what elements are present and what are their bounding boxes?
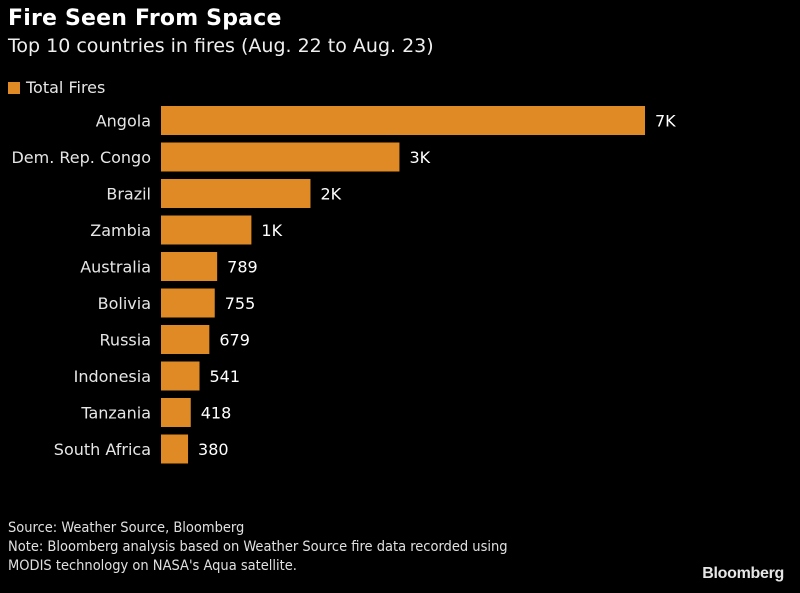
category-label: Tanzania [80,404,151,423]
bar [161,252,218,281]
category-label: Zambia [90,221,151,240]
value-label: 755 [225,294,256,313]
value-label: 541 [210,367,241,386]
bar [161,398,191,427]
bar [161,106,645,135]
value-label: 789 [227,258,258,277]
methodology-note-line1: Note: Bloomberg analysis based on Weathe… [8,539,508,555]
value-label: 7K [655,112,676,131]
bar [161,215,252,245]
source-note: Source: Weather Source, Bloomberg [8,520,245,536]
footer: Source: Weather Source, Bloomberg Note: … [8,519,508,576]
methodology-note-line2: MODIS technology on NASA's Aqua satellit… [8,558,297,574]
category-label: Australia [80,258,151,277]
chart-title: Fire Seen From Space [8,6,282,31]
value-label: 679 [219,331,250,350]
category-label: Bolivia [98,294,151,313]
category-label: Brazil [106,185,151,204]
legend-swatch [8,81,20,94]
bar [161,142,400,172]
value-label: 418 [201,404,232,423]
chart-subtitle: Top 10 countries in fires (Aug. 22 to Au… [8,35,434,57]
legend-label: Total Fires [26,78,106,97]
bar [161,361,200,391]
bloomberg-logo: Bloomberg [702,565,784,582]
bar [161,325,210,354]
bar [161,179,311,208]
value-label: 1K [261,221,282,240]
category-label: Angola [96,112,151,131]
category-label: Russia [100,331,151,350]
value-label: 3K [409,148,430,167]
value-label: 2K [320,185,341,204]
bar [161,288,215,318]
value-label: 380 [198,440,229,459]
category-label: South Africa [54,440,151,459]
category-label: Indonesia [74,367,151,386]
bar [161,434,189,464]
legend: Total Fires [8,78,105,97]
category-label: Dem. Rep. Congo [11,148,151,167]
